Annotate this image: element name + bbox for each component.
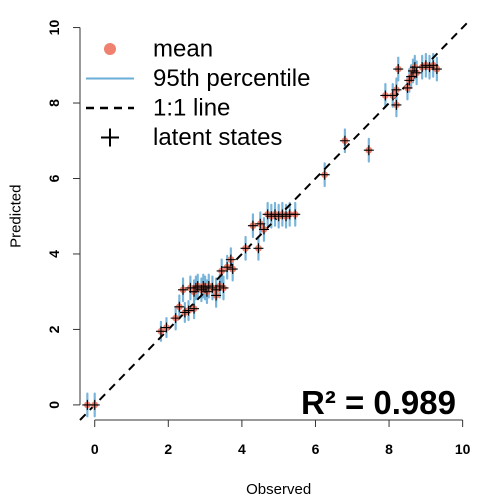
latent-state-marker	[363, 145, 374, 156]
legend-plus-icon	[101, 128, 119, 147]
latent-state-marker	[225, 254, 236, 265]
latent-state-marker	[240, 243, 251, 254]
y-tick-label: 0	[46, 401, 62, 409]
y-tick-label: 10	[46, 20, 62, 36]
latent-state-marker	[411, 67, 422, 78]
latent-state-marker	[393, 64, 404, 75]
latent-state-marker	[218, 282, 229, 293]
y-axis-ticks: 0 2 4 6 8 10	[46, 20, 80, 409]
latent-state-marker	[253, 243, 264, 254]
legend-label: mean	[153, 36, 213, 63]
latent-state-marker	[216, 265, 227, 276]
legend-mean-dot-icon	[104, 43, 116, 55]
legend-label: 1:1 line	[153, 95, 230, 122]
x-axis-ticks: 0 2 4 6 8 10	[91, 420, 471, 457]
latent-state-marker	[201, 286, 212, 297]
latent-state-marker	[155, 326, 166, 337]
y-tick-label: 4	[46, 250, 62, 258]
latent-state-marker	[183, 305, 194, 316]
latent-state-marker	[211, 290, 222, 301]
latent-state-marker	[339, 135, 350, 146]
x-tick-label: 0	[91, 441, 99, 457]
x-tick-label: 8	[385, 441, 393, 457]
latent-state-marker	[247, 220, 258, 231]
latent-state-marker	[255, 218, 266, 229]
legend-label: 95th percentile	[153, 65, 310, 92]
latent-state-marker	[178, 284, 189, 295]
legend-label: latent states	[153, 124, 282, 151]
y-tick-label: 2	[46, 325, 62, 333]
latent-state-marker	[391, 99, 402, 110]
latent-state-marker	[431, 64, 442, 75]
x-tick-label: 4	[238, 441, 246, 457]
latent-state-marker	[319, 169, 330, 180]
latent-state-marker	[391, 84, 402, 95]
latent-state-marker	[387, 90, 398, 101]
latent-state-marker	[222, 262, 233, 273]
y-axis-title: Predicted	[8, 185, 25, 248]
latent-state-marker	[402, 82, 413, 93]
x-tick-label: 2	[164, 441, 172, 457]
y-tick-label: 8	[46, 99, 62, 107]
mean-layer	[83, 61, 441, 409]
axes	[79, 27, 463, 421]
latent-state-marker	[406, 71, 417, 82]
latent-layer	[82, 60, 442, 410]
x-tick-label: 10	[455, 441, 471, 457]
r-squared-annotation: R² = 0.989	[301, 384, 456, 421]
y-tick-label: 6	[46, 174, 62, 182]
latent-state-marker	[189, 303, 200, 314]
latent-state-marker	[174, 301, 185, 312]
latent-state-marker	[170, 313, 181, 324]
latent-state-marker	[161, 322, 172, 333]
x-axis-title: Observed	[246, 481, 311, 498]
latent-state-marker	[258, 224, 269, 235]
x-tick-label: 6	[312, 441, 320, 457]
latent-state-marker	[89, 399, 100, 410]
latent-state-marker	[190, 282, 201, 293]
latent-state-marker	[290, 209, 301, 220]
latent-state-marker	[227, 264, 238, 275]
